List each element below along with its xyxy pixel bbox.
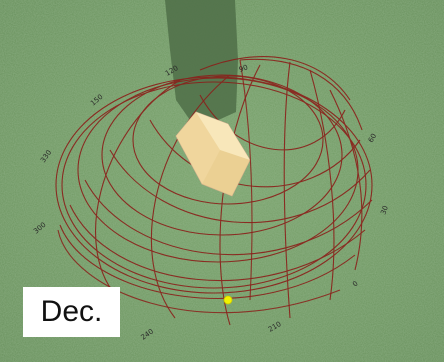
sun-path-dome: [55, 56, 373, 326]
horizon-ring-inner: [61, 81, 367, 289]
sun-position-marker[interactable]: [223, 295, 233, 305]
azimuth-label: 30: [379, 205, 390, 216]
azimuth-label: 90: [238, 63, 249, 74]
sun-path-arc-2: [69, 204, 366, 281]
sun-path-dome-front: [57, 59, 341, 314]
sun-path-arc-6: [199, 94, 346, 151]
sun-path-arc-5: [149, 119, 361, 188]
azimuth-label: 0: [351, 280, 360, 289]
azimuth-label: 60: [367, 132, 378, 144]
month-label: Dec.: [23, 287, 120, 337]
sun-path-arc-4: [109, 149, 371, 223]
building-model[interactable]: [175, 111, 251, 197]
sun-path-arc-1: [59, 224, 356, 299]
building-shadow: [165, 0, 238, 122]
